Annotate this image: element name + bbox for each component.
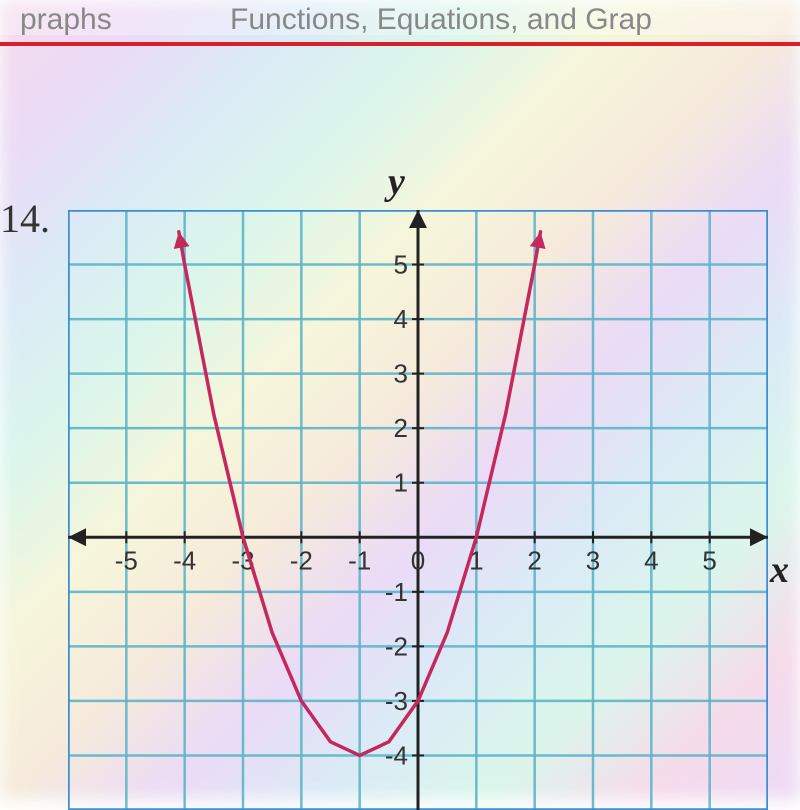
svg-text:2: 2 bbox=[527, 545, 541, 575]
svg-text:-4: -4 bbox=[385, 740, 408, 770]
svg-text:-2: -2 bbox=[385, 631, 408, 661]
svg-text:0: 0 bbox=[411, 545, 425, 575]
svg-text:-2: -2 bbox=[290, 545, 313, 575]
parabola-chart: -5-4-3-2-1012345-4-3-2-112345 bbox=[68, 210, 768, 810]
x-axis-label: x bbox=[770, 548, 789, 592]
svg-text:4: 4 bbox=[644, 545, 658, 575]
svg-text:5: 5 bbox=[394, 250, 408, 280]
svg-text:-5: -5 bbox=[115, 545, 138, 575]
red-divider-line bbox=[0, 42, 800, 46]
svg-text:2: 2 bbox=[394, 413, 408, 443]
svg-text:5: 5 bbox=[702, 545, 716, 575]
header-text-right: Functions, Equations, and Grap bbox=[230, 3, 652, 37]
svg-text:3: 3 bbox=[586, 545, 600, 575]
svg-text:-1: -1 bbox=[385, 577, 408, 607]
y-axis-label: y bbox=[388, 160, 405, 204]
svg-text:-1: -1 bbox=[348, 545, 371, 575]
problem-number: 14. bbox=[0, 195, 50, 242]
chart-container: -5-4-3-2-1012345-4-3-2-112345 bbox=[68, 210, 768, 810]
svg-text:-3: -3 bbox=[385, 686, 408, 716]
svg-text:-4: -4 bbox=[173, 545, 196, 575]
svg-text:3: 3 bbox=[394, 359, 408, 389]
svg-text:1: 1 bbox=[394, 468, 408, 498]
header-text-left: praphs bbox=[20, 3, 112, 37]
svg-text:4: 4 bbox=[394, 304, 408, 334]
